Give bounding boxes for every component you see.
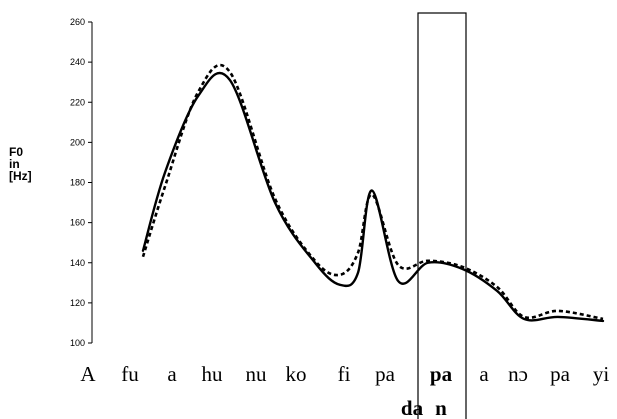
syllable-label: a <box>167 362 177 386</box>
syllable-second-row-label: n <box>435 396 447 419</box>
syllable-label: a <box>479 362 489 386</box>
y-tick-label: 240 <box>70 57 85 67</box>
syllable-label: ko <box>286 362 307 386</box>
syllable-label: fi <box>338 362 351 386</box>
highlight-box <box>417 12 467 419</box>
y-axis-label-line-1: F0 <box>9 145 24 159</box>
y-tick-label: 260 <box>70 17 85 27</box>
series-line-dotted <box>141 63 604 321</box>
syllable-label: pa <box>550 362 571 386</box>
y-axis-label: F0 in [Hz] <box>9 146 32 182</box>
y-tick-label: 160 <box>70 218 85 228</box>
series-line-solid <box>141 71 605 323</box>
syllable-label: yi <box>593 362 610 386</box>
y-tick-label: 180 <box>70 178 85 188</box>
y-tick-label: 140 <box>70 258 85 268</box>
syllable-label: pa <box>375 362 396 386</box>
y-axis-label-line-2: in <box>9 157 20 171</box>
y-tick-label: 120 <box>70 298 85 308</box>
y-axis-label-line-3: [Hz] <box>9 169 32 183</box>
syllable-label: pa <box>430 362 453 386</box>
syllable-label: nu <box>246 362 268 386</box>
syllable-label: hu <box>202 362 224 386</box>
y-tick-label: 220 <box>70 97 85 107</box>
syllable-second-row-label: da <box>401 396 424 419</box>
syllable-label: fu <box>121 362 139 386</box>
y-tick-label: 200 <box>70 137 85 147</box>
syllable-label: A <box>80 362 96 386</box>
syllable-label: nɔ <box>508 362 528 386</box>
y-tick-label: 100 <box>70 338 85 348</box>
